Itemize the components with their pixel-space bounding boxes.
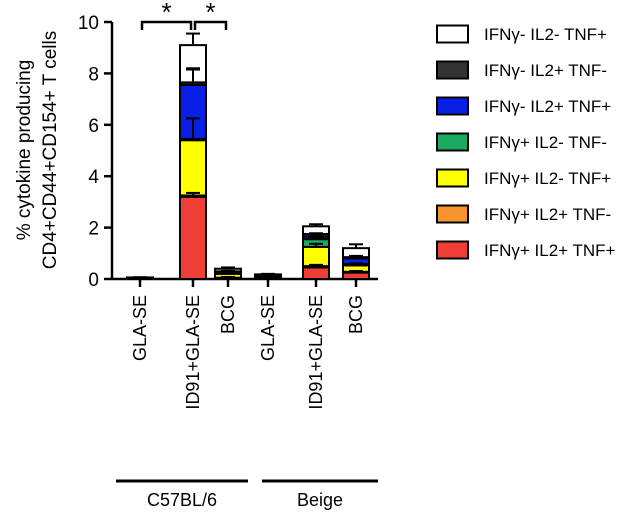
significance-bracket <box>140 20 193 30</box>
y-axis-label: CD4+CD44+CD154+ T cells <box>40 31 61 270</box>
legend-label: IFNγ+ IL2+ TNF- <box>484 205 611 224</box>
legend-label: IFNγ+ IL2- TNF- <box>484 133 607 152</box>
y-tick-label: 10 <box>78 13 99 34</box>
y-axis-label: % cytokine producing <box>14 60 35 241</box>
significance-bracket <box>193 20 228 30</box>
x-category-label: BCG <box>218 295 238 334</box>
legend-swatch <box>436 132 469 152</box>
y-tick-label: 4 <box>88 167 99 188</box>
significance-label: * <box>205 0 215 27</box>
bar-segment <box>302 245 330 268</box>
x-category-label: BCG <box>346 295 366 334</box>
y-tick-label: 0 <box>88 270 99 291</box>
significance-label: * <box>161 0 171 27</box>
bar-segment <box>179 195 207 280</box>
x-category-label: ID91+GLA-SE <box>306 295 326 410</box>
legend-swatch <box>436 24 469 44</box>
group-label: Beige <box>297 490 343 510</box>
y-tick-label: 2 <box>88 219 99 240</box>
bar-segment <box>179 139 207 197</box>
x-category-label: GLA-SE <box>258 295 278 361</box>
x-category-label: GLA-SE <box>130 295 150 361</box>
legend-label: IFNγ+ IL2- TNF+ <box>484 169 611 188</box>
group-label: C57BL/6 <box>147 490 217 510</box>
legend-swatch <box>436 168 469 188</box>
legend-label: IFNγ- IL2+ TNF+ <box>484 97 611 116</box>
legend-label: IFNγ- IL2+ TNF- <box>484 61 607 80</box>
legend-swatch <box>436 96 469 116</box>
legend-label: IFNγ+ IL2+ TNF+ <box>484 241 616 260</box>
y-tick-label: 8 <box>88 64 99 85</box>
x-category-label: ID91+GLA-SE <box>183 295 203 410</box>
legend-label: IFNγ- IL2- TNF+ <box>484 25 607 44</box>
bar-segment <box>302 266 330 280</box>
legend-swatch <box>436 240 469 260</box>
legend-swatch <box>436 204 469 224</box>
y-tick-label: 6 <box>88 116 99 137</box>
legend-swatch <box>436 60 469 80</box>
